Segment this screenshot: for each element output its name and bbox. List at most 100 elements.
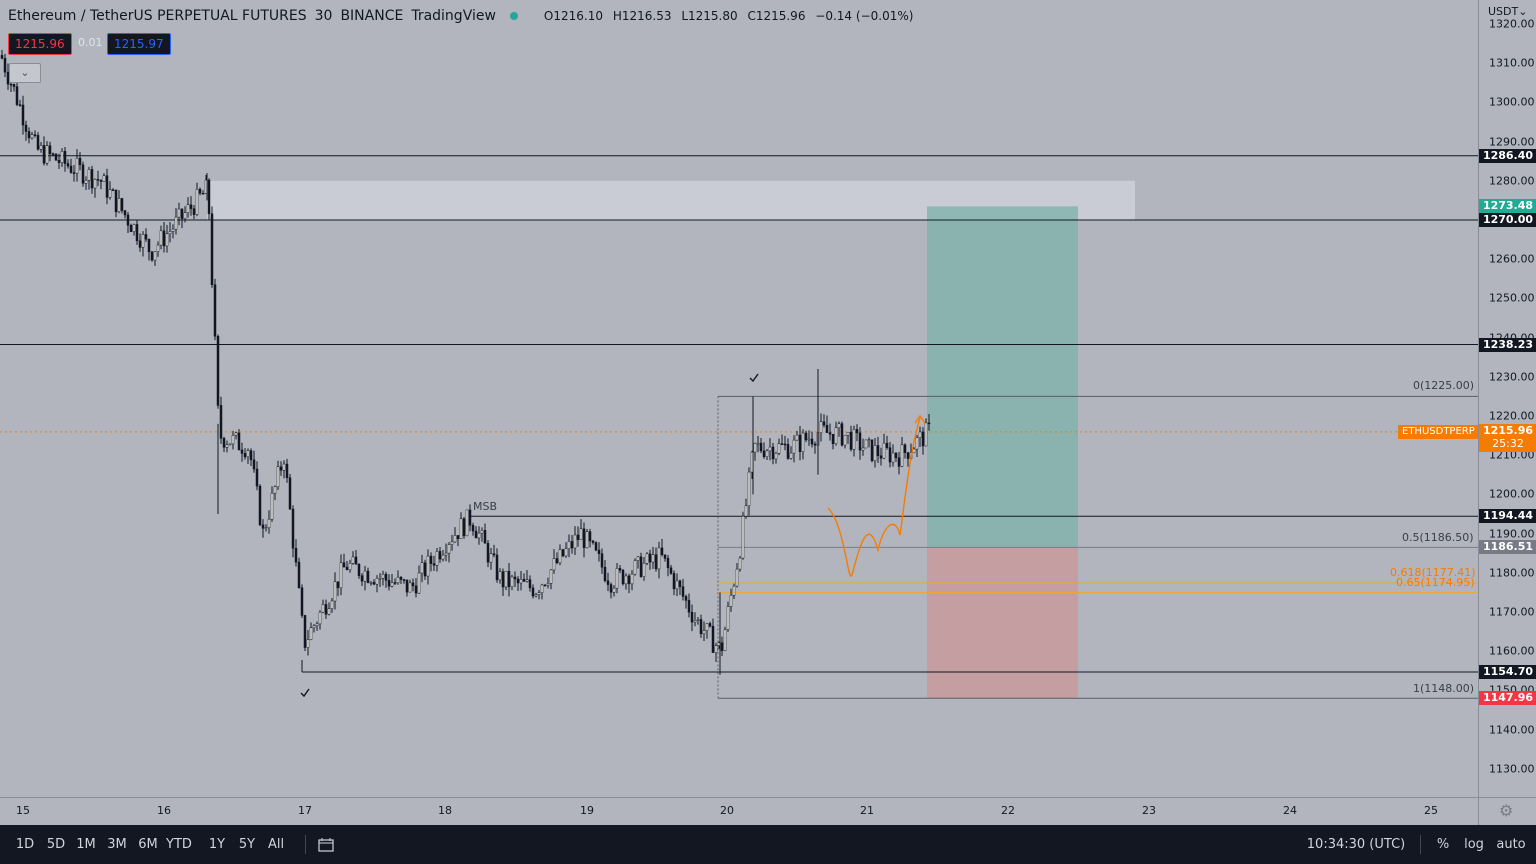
candle-body: [207, 179, 211, 214]
candle-body: [792, 439, 796, 454]
candle-body: [603, 566, 607, 582]
market-status-icon: [509, 12, 518, 20]
candle-body: [567, 541, 571, 549]
candle-body: [735, 568, 739, 587]
candle-body: [39, 145, 43, 150]
ohlc-values: O1216.10 H1216.53 L1215.80 C1215.96 −0.1…: [544, 9, 920, 23]
price-level-label: 1270.00: [1479, 213, 1536, 227]
candle-body: [693, 620, 697, 623]
candle-body: [429, 555, 433, 564]
candle-body: [141, 234, 145, 248]
candle-body: [849, 431, 853, 450]
range-button-1y[interactable]: 1Y: [208, 837, 226, 852]
candle-body: [612, 587, 616, 593]
candle-body: [459, 518, 463, 540]
currency-selector[interactable]: USDT⌄: [1488, 5, 1528, 18]
candle-body: [201, 193, 205, 195]
fib-level-065: 0.65(1174.95): [1396, 576, 1475, 589]
candle-body: [318, 611, 322, 625]
candle-body: [714, 645, 718, 653]
candle-body: [156, 244, 160, 252]
symbol-name[interactable]: Ethereum / TetherUS PERPETUAL FUTURES: [8, 8, 307, 24]
candle-body: [393, 582, 397, 584]
fib-level-0: 0(1225.00): [1413, 379, 1475, 392]
gear-icon[interactable]: ⚙: [1499, 801, 1514, 820]
candle-body: [180, 208, 184, 219]
candle-body: [912, 448, 916, 454]
range-button-all[interactable]: All: [267, 837, 285, 852]
price-axis[interactable]: USDT⌄ 1320.00 1310.00 1300.00 1290.00 1280.0…: [1478, 0, 1536, 797]
percent-toggle[interactable]: %: [1436, 837, 1450, 852]
auto-toggle[interactable]: auto: [1496, 837, 1526, 852]
candle-body: [510, 576, 514, 588]
candle-body: [168, 231, 172, 235]
candle-body: [807, 438, 811, 441]
candle-body: [888, 447, 892, 463]
candle-body: [651, 554, 655, 563]
candle-body: [555, 558, 559, 564]
candle-body: [576, 534, 580, 540]
time-tick: 25: [1424, 804, 1438, 817]
candle-body: [588, 531, 592, 542]
range-button-ytd[interactable]: YTD: [166, 837, 192, 852]
chart-pane[interactable]: Ethereum / TetherUS PERPETUAL FUTURES 30…: [0, 0, 1478, 797]
interval-label[interactable]: 30: [314, 8, 333, 24]
candle-body: [339, 562, 343, 589]
candle-body: [486, 543, 490, 563]
candle-body: [225, 444, 229, 448]
candle-body: [657, 547, 661, 570]
sell-price-button[interactable]: 1215.96: [8, 33, 72, 55]
collapse-indicators-button[interactable]: ⌄: [9, 63, 41, 83]
candle-body: [900, 444, 904, 467]
candle-body: [870, 439, 874, 461]
price-tick: 1310.00: [1489, 56, 1535, 70]
candle-body: [801, 432, 805, 452]
buy-price-button[interactable]: 1215.97: [107, 33, 171, 55]
price-tick: 1250.00: [1489, 291, 1535, 305]
candle-body: [537, 592, 541, 595]
candle-body: [885, 442, 889, 448]
range-button-1m[interactable]: 1M: [76, 837, 96, 852]
time-axis[interactable]: 15 16 17 18 19 20 21 22 23 24 25: [0, 797, 1478, 826]
candle-body: [513, 576, 517, 580]
candle-body: [834, 427, 838, 444]
candle-body: [108, 189, 112, 198]
candle-body: [447, 544, 451, 554]
projection-arrow-icon: [914, 414, 926, 424]
candle-body: [747, 471, 751, 507]
range-button-6m[interactable]: 6M: [138, 837, 158, 852]
range-button-1d[interactable]: 1D: [15, 837, 35, 852]
log-toggle[interactable]: log: [1464, 837, 1484, 852]
candle-body: [444, 552, 448, 556]
range-button-5y[interactable]: 5Y: [238, 837, 256, 852]
clock-display[interactable]: 10:34:30 (UTC): [1306, 837, 1406, 852]
candle-body: [501, 571, 505, 588]
candle-body: [162, 230, 166, 247]
candle-body: [150, 251, 154, 261]
chart-canvas[interactable]: [0, 0, 1478, 797]
candle-body: [810, 438, 814, 445]
time-tick: 24: [1283, 804, 1297, 817]
range-button-5d[interactable]: 5D: [46, 837, 66, 852]
ohlc-change: −0.14 (−0.01%): [815, 9, 914, 23]
candle-body: [276, 466, 280, 488]
range-button-3m[interactable]: 3M: [107, 837, 127, 852]
candle-body: [228, 443, 232, 446]
candle-body: [153, 251, 157, 261]
candle-body: [558, 549, 562, 564]
candle-body: [669, 567, 673, 574]
candle-body: [471, 525, 475, 532]
date-range-icon[interactable]: [313, 825, 339, 864]
price-level-label: 1186.51: [1479, 540, 1536, 555]
candle-body: [42, 145, 46, 164]
candle-body: [621, 569, 625, 585]
candle-body: [381, 574, 385, 579]
candle-body: [288, 477, 292, 510]
time-tick: 18: [438, 804, 452, 817]
candle-body: [192, 208, 196, 215]
candle-body: [183, 212, 187, 219]
candle-body: [426, 555, 430, 577]
price-tick: 1200.00: [1489, 487, 1535, 501]
chart-settings-corner[interactable]: ⚙: [1478, 797, 1536, 826]
candle-body: [828, 432, 832, 435]
